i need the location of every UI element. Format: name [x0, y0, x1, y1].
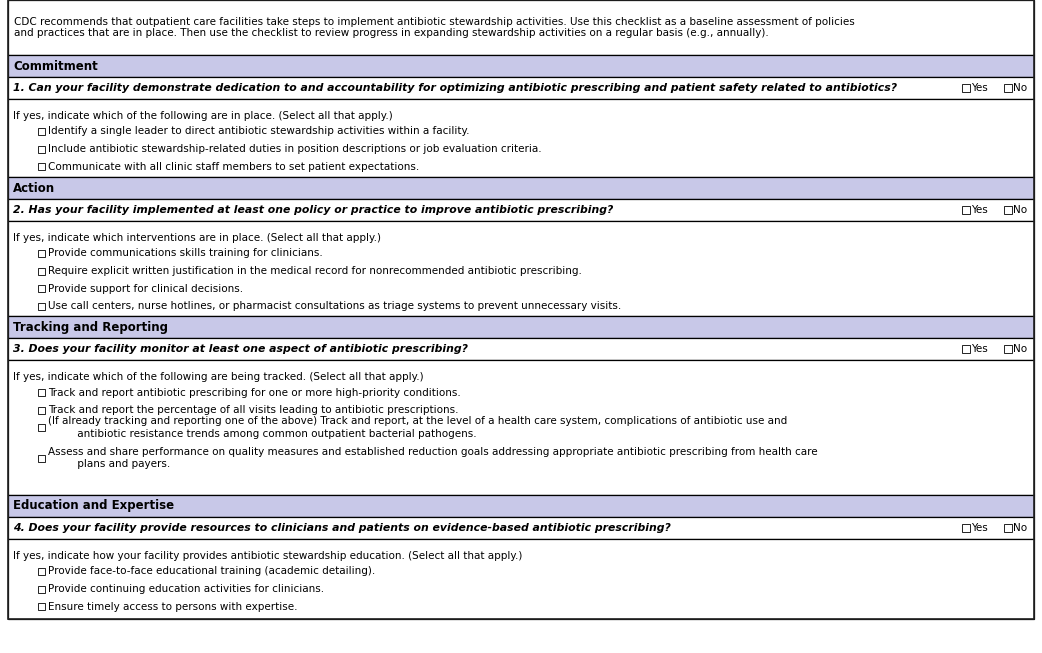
Bar — [38, 285, 45, 292]
Text: Ensure timely access to persons with expertise.: Ensure timely access to persons with exp… — [48, 601, 298, 612]
Bar — [38, 586, 45, 592]
Text: Education and Expertise: Education and Expertise — [13, 500, 174, 513]
Text: Yes: Yes — [971, 83, 988, 93]
Bar — [8, 316, 1034, 338]
Bar — [8, 539, 1034, 619]
Text: Yes: Yes — [971, 344, 988, 354]
Text: No: No — [1014, 344, 1027, 354]
Bar — [8, 338, 1034, 360]
Bar — [38, 568, 45, 575]
Text: Tracking and Reporting: Tracking and Reporting — [13, 321, 168, 334]
Bar — [38, 424, 45, 431]
Text: Action: Action — [13, 182, 55, 195]
Text: 2. Has your facility implemented at least one policy or practice to improve anti: 2. Has your facility implemented at leas… — [13, 205, 614, 215]
Bar — [38, 268, 45, 274]
Text: Identify a single leader to direct antibiotic stewardship activities within a fa: Identify a single leader to direct antib… — [48, 127, 470, 136]
Text: 3. Does your facility monitor at least one aspect of antibiotic prescribing?: 3. Does your facility monitor at least o… — [13, 344, 468, 354]
Bar — [1004, 345, 1012, 353]
Text: Provide support for clinical decisions.: Provide support for clinical decisions. — [48, 283, 243, 294]
Text: If yes, indicate which interventions are in place. (Select all that apply.): If yes, indicate which interventions are… — [13, 233, 381, 243]
Text: No: No — [1014, 523, 1027, 533]
Text: No: No — [1014, 83, 1027, 93]
Bar — [38, 389, 45, 396]
Text: Yes: Yes — [971, 523, 988, 533]
Bar — [1004, 206, 1012, 214]
Bar — [8, 77, 1034, 99]
Bar — [1004, 84, 1012, 92]
Text: Require explicit written justification in the medical record for nonrecommended : Require explicit written justification i… — [48, 266, 581, 276]
Text: No: No — [1014, 205, 1027, 215]
Text: Include antibiotic stewardship-related duties in position descriptions or job ev: Include antibiotic stewardship-related d… — [48, 144, 542, 154]
Text: If yes, indicate how your facility provides antibiotic stewardship education. (S: If yes, indicate how your facility provi… — [13, 551, 522, 561]
Text: Track and report antibiotic prescribing for one or more high-priority conditions: Track and report antibiotic prescribing … — [48, 387, 461, 398]
Text: Provide communications skills training for clinicians.: Provide communications skills training f… — [48, 249, 323, 259]
Bar — [38, 146, 45, 153]
Text: If yes, indicate which of the following are in place. (Select all that apply.): If yes, indicate which of the following … — [13, 111, 393, 121]
Bar — [8, 221, 1034, 316]
Text: CDC recommends that outpatient care facilities take steps to implement antibioti: CDC recommends that outpatient care faci… — [14, 17, 854, 39]
Bar — [38, 407, 45, 413]
Bar — [8, 517, 1034, 539]
Bar — [962, 524, 969, 532]
Bar — [8, 360, 1034, 495]
Text: (If already tracking and reporting one of the above) Track and report, at the le: (If already tracking and reporting one o… — [48, 417, 788, 439]
Text: 4. Does your facility provide resources to clinicians and patients on evidence-b: 4. Does your facility provide resources … — [13, 523, 671, 533]
Bar — [8, 177, 1034, 199]
Text: Commitment: Commitment — [13, 59, 98, 72]
Bar — [38, 454, 45, 462]
Bar — [962, 206, 969, 214]
Text: Assess and share performance on quality measures and established reduction goals: Assess and share performance on quality … — [48, 447, 818, 470]
Text: Use call centers, nurse hotlines, or pharmacist consultations as triage systems : Use call centers, nurse hotlines, or pha… — [48, 301, 621, 311]
Text: Track and report the percentage of all visits leading to antibiotic prescription: Track and report the percentage of all v… — [48, 405, 458, 415]
Bar — [8, 495, 1034, 517]
Text: Communicate with all clinic staff members to set patient expectations.: Communicate with all clinic staff member… — [48, 161, 419, 172]
Bar — [38, 128, 45, 135]
Bar — [8, 55, 1034, 77]
Bar — [38, 163, 45, 170]
Text: Yes: Yes — [971, 205, 988, 215]
Bar — [962, 345, 969, 353]
Text: Provide face-to-face educational training (academic detailing).: Provide face-to-face educational trainin… — [48, 567, 375, 577]
Bar — [38, 250, 45, 257]
Bar — [8, 99, 1034, 177]
Bar — [38, 603, 45, 610]
Bar — [38, 302, 45, 310]
Text: 1. Can your facility demonstrate dedication to and accountability for optimizing: 1. Can your facility demonstrate dedicat… — [13, 83, 897, 93]
Bar — [8, 199, 1034, 221]
Bar — [1004, 524, 1012, 532]
Bar — [8, 0, 1034, 55]
Text: Provide continuing education activities for clinicians.: Provide continuing education activities … — [48, 584, 324, 594]
Text: If yes, indicate which of the following are being tracked. (Select all that appl: If yes, indicate which of the following … — [13, 372, 424, 382]
Bar — [962, 84, 969, 92]
